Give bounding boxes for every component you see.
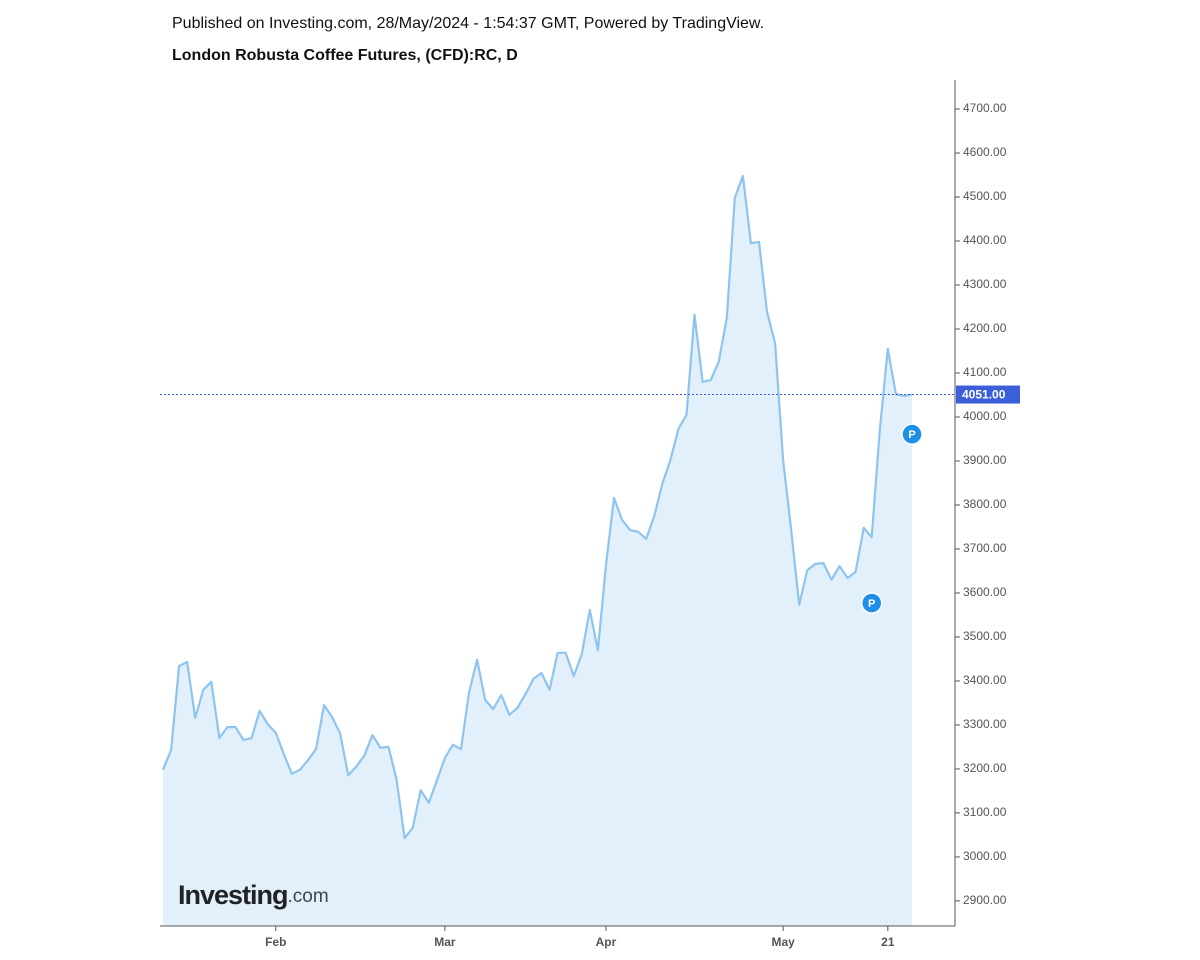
y-tick-label: 3000.00 xyxy=(963,849,1007,863)
current-price-label: 4051.00 xyxy=(962,388,1006,402)
event-marker xyxy=(860,592,883,614)
y-tick-label: 4600.00 xyxy=(963,145,1007,159)
logo-main: Investing xyxy=(178,880,288,910)
y-tick-label: 2900.00 xyxy=(963,893,1007,907)
y-tick-label: 3800.00 xyxy=(963,497,1007,511)
event-marker xyxy=(901,423,923,445)
logo-suffix: .com xyxy=(288,886,329,907)
price-line xyxy=(161,174,913,840)
y-tick-label: 4700.00 xyxy=(963,101,1007,115)
x-tick-label: Feb xyxy=(265,935,286,949)
y-tick-label: 3700.00 xyxy=(963,541,1007,555)
chart-title: London Robusta Coffee Futures, (CFD):RC,… xyxy=(172,47,518,64)
y-tick-label: 3100.00 xyxy=(963,805,1007,819)
y-tick-label: 4100.00 xyxy=(963,365,1007,379)
event-marker-label: P xyxy=(908,429,915,441)
x-tick-label: 21 xyxy=(881,935,895,949)
y-tick-label: 4300.00 xyxy=(963,277,1007,291)
x-tick-label: Mar xyxy=(434,935,456,949)
event-marker-label: P xyxy=(868,598,875,610)
x-tick-label: May xyxy=(771,935,795,949)
y-tick-label: 4500.00 xyxy=(963,189,1007,203)
y-tick-label: 3500.00 xyxy=(963,629,1007,643)
current-price-badge xyxy=(956,385,1020,404)
x-tick-label: Apr xyxy=(596,935,617,949)
y-tick-label: 3900.00 xyxy=(963,453,1007,467)
y-tick-label: 4200.00 xyxy=(963,321,1007,335)
y-tick-label: 3300.00 xyxy=(963,717,1007,731)
area-fill xyxy=(163,175,912,926)
y-tick-label: 3400.00 xyxy=(963,673,1007,687)
logo: Investing.com xyxy=(178,880,329,910)
y-tick-label: 4000.00 xyxy=(963,409,1007,423)
y-tick-label: 4400.00 xyxy=(963,233,1007,247)
published-note: Published on Investing.com, 28/May/2024 … xyxy=(172,15,764,32)
y-tick-label: 3200.00 xyxy=(963,761,1007,775)
y-tick-label: 3600.00 xyxy=(963,585,1007,599)
